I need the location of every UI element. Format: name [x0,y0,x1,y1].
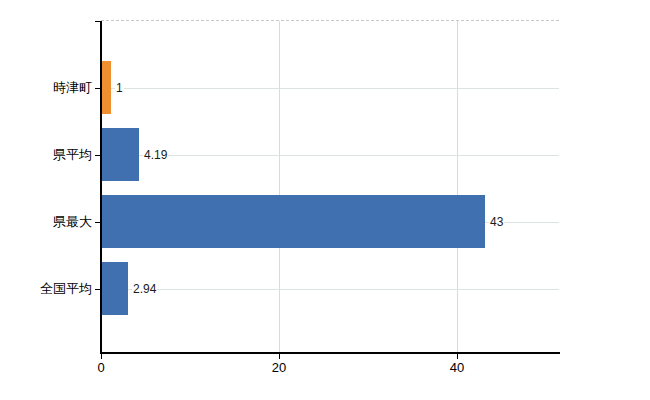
y-axis [100,21,102,353]
category-label: 県平均 [0,147,92,163]
v-gridline [457,21,458,353]
bar-value-label: 1 [115,81,124,95]
bar [102,195,485,248]
x-tick-label: 20 [259,360,299,375]
bar [102,262,128,315]
bar [102,61,111,114]
x-tick-label: 40 [437,360,477,375]
category-label: 全国平均 [0,281,92,297]
bar-chart: 0 20 40 時津町 1 県平均 4.19 県最大 43 全国平均 2.94 [0,0,650,400]
h-gridline [101,88,559,89]
bar-value-label: 4.19 [143,148,168,162]
v-gridline [279,21,280,353]
category-label: 県最大 [0,214,92,230]
plot-top-dashed-border [101,20,559,21]
x-tick-label: 0 [81,360,121,375]
category-label: 時津町 [0,80,92,96]
h-gridline [101,155,559,156]
bar [102,128,139,181]
bar-value-label: 2.94 [132,282,157,296]
h-gridline [101,289,559,290]
x-axis [100,352,560,354]
bar-value-label: 43 [489,215,504,229]
